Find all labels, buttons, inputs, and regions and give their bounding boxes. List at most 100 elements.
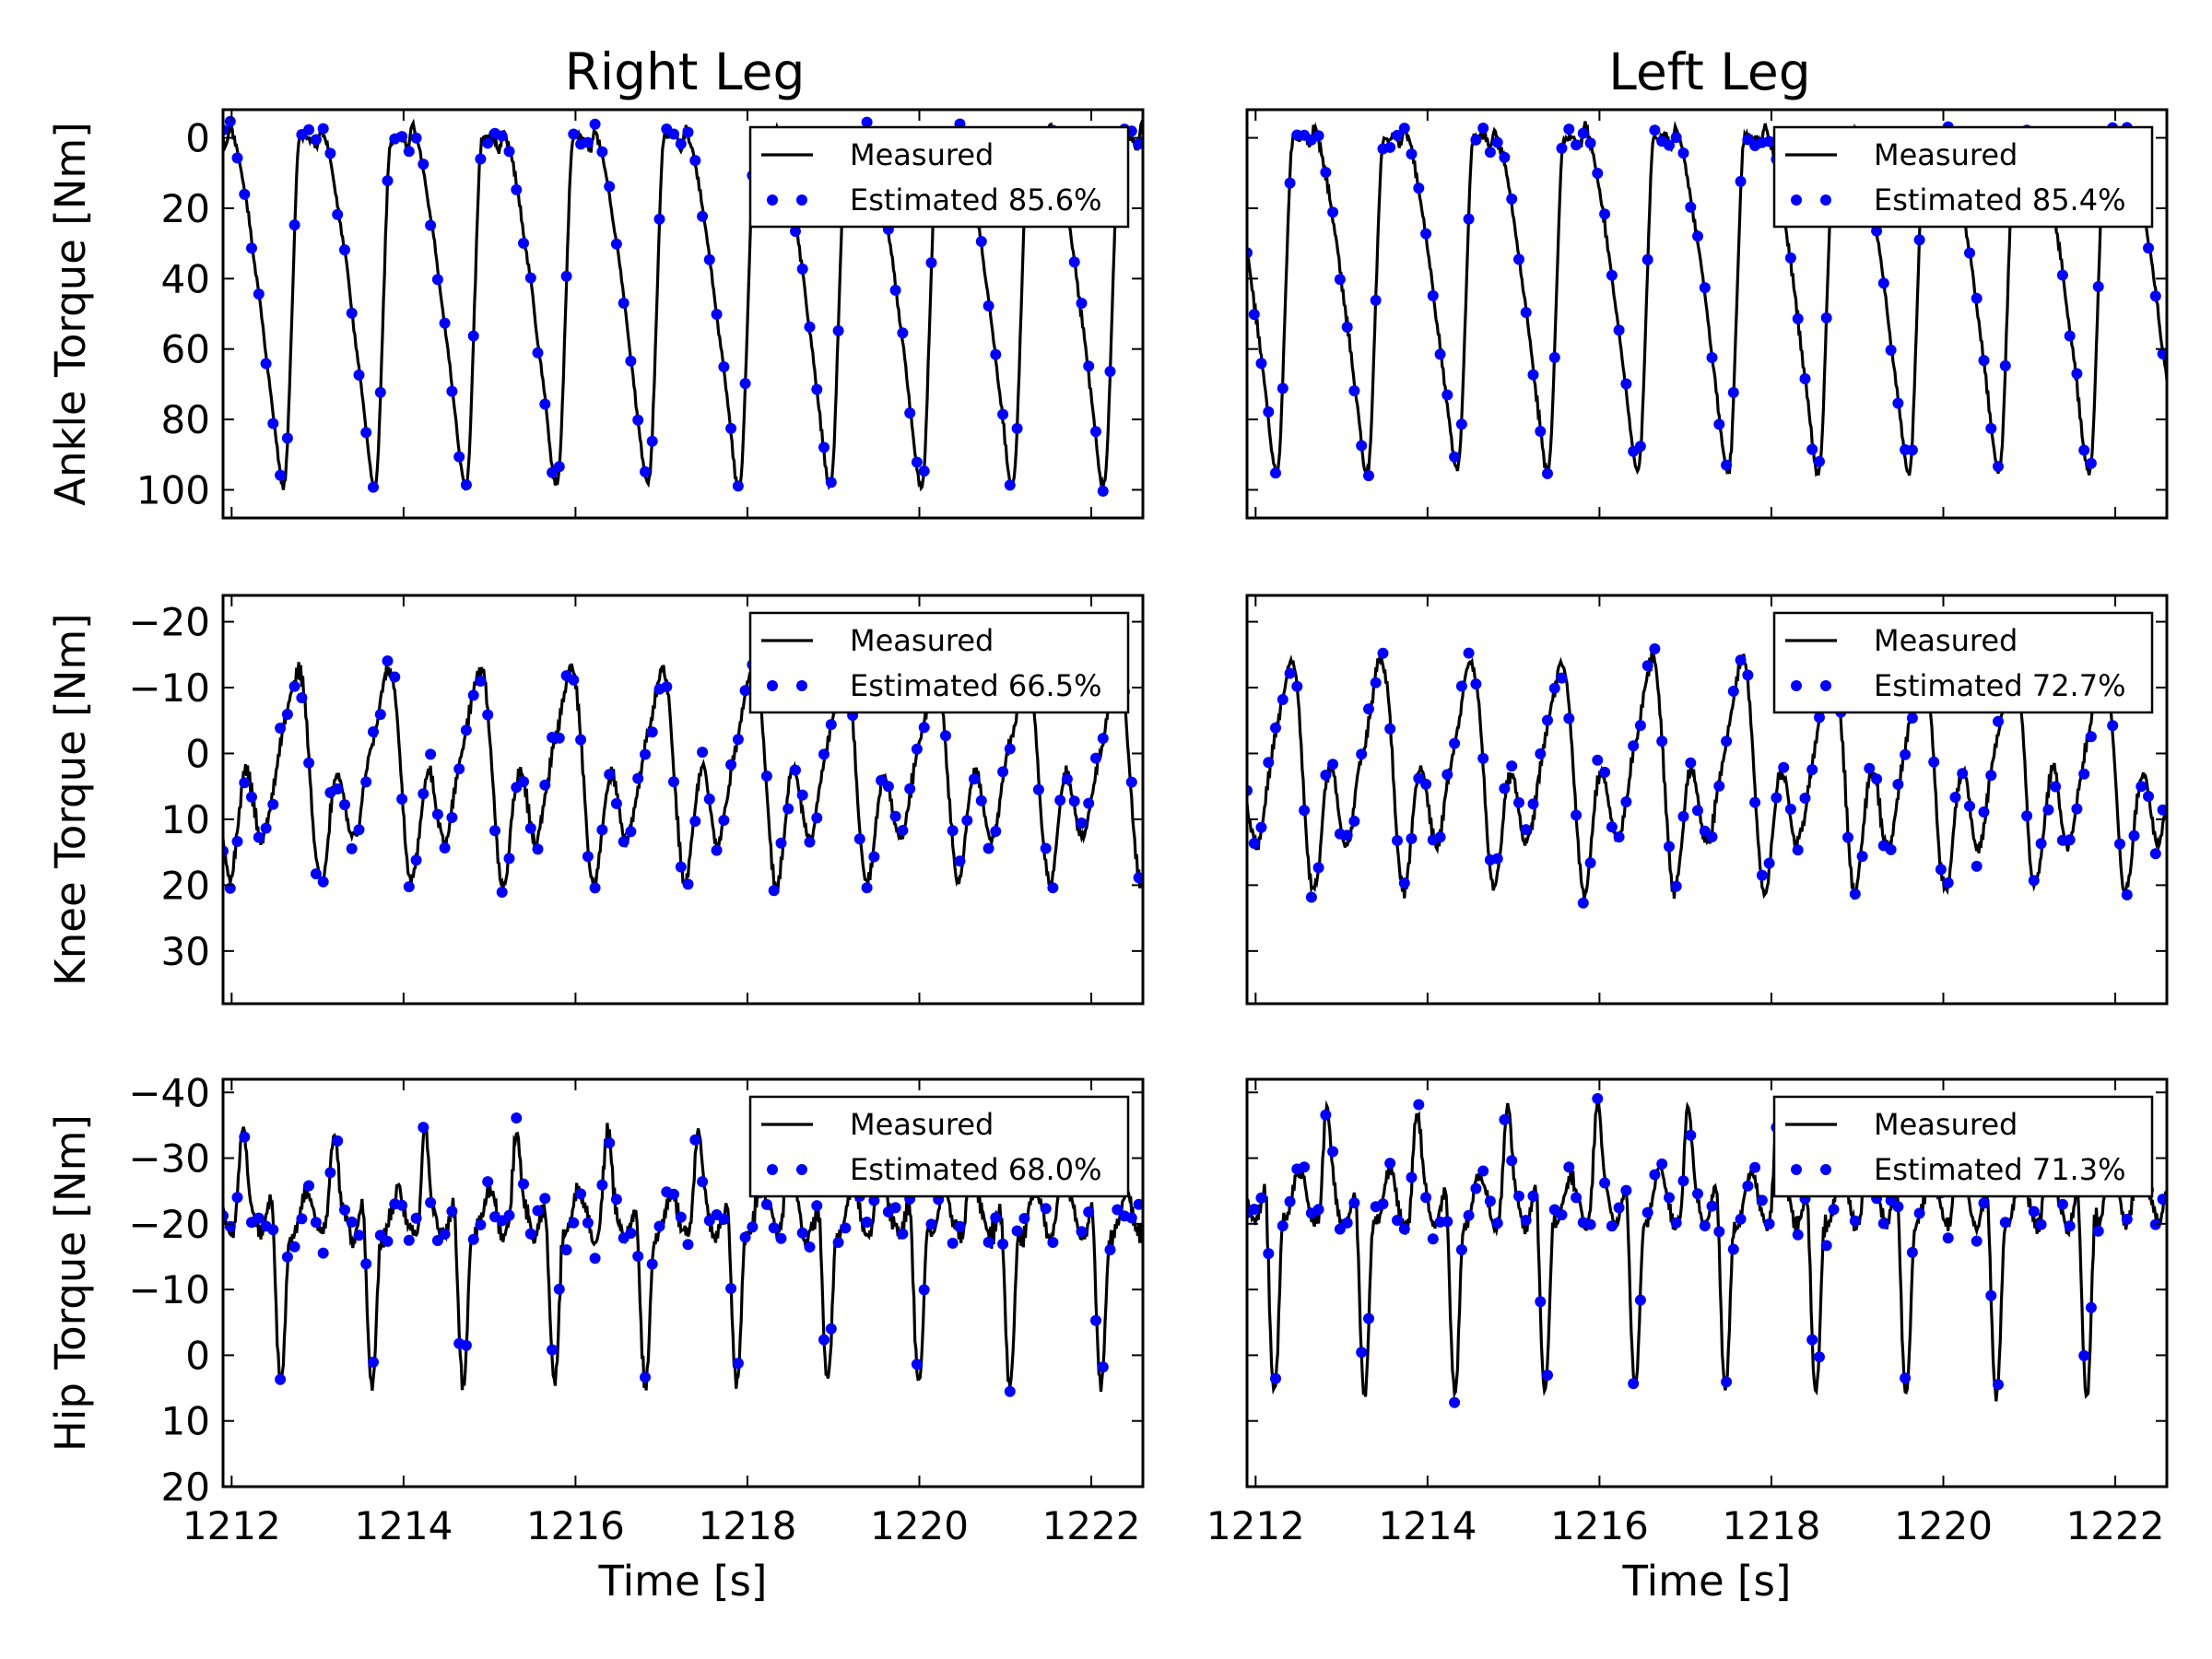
- estimated-point: [1721, 459, 1733, 471]
- estimated-point: [2035, 1218, 2047, 1230]
- y-tick-label: 0: [185, 116, 210, 161]
- estimated-point: [460, 724, 472, 736]
- estimated-point: [1334, 1223, 1346, 1235]
- estimated-point: [739, 1231, 751, 1243]
- estimated-point: [732, 734, 744, 746]
- legend-measured-label: Measured: [850, 623, 994, 658]
- estimated-point: [732, 1358, 744, 1370]
- x-tick-label: 1214: [354, 1503, 453, 1548]
- estimated-series-points: [1247, 643, 2167, 909]
- legend-estimated-label: Estimated 85.6%: [850, 182, 1101, 218]
- estimated-point: [1664, 841, 1675, 853]
- estimated-point: [1377, 1198, 1389, 1210]
- x-tick-label: 1212: [1206, 1503, 1305, 1548]
- estimated-point: [632, 1251, 644, 1262]
- estimated-point: [1742, 669, 1754, 681]
- estimated-point: [1892, 779, 1904, 790]
- estimated-point: [260, 358, 272, 370]
- estimated-point: [1348, 816, 1360, 827]
- estimated-point: [782, 803, 794, 815]
- estimated-point: [1299, 805, 1311, 817]
- estimated-point: [267, 418, 279, 429]
- estimated-point: [1778, 761, 1790, 773]
- estimated-point: [503, 853, 515, 865]
- estimated-point: [339, 799, 350, 811]
- estimated-point: [768, 885, 780, 897]
- plot-frame: [221, 108, 1145, 520]
- estimated-point: [403, 1234, 415, 1246]
- estimated-point: [1284, 1195, 1296, 1207]
- estimated-point: [1527, 798, 1539, 810]
- estimated-point: [2157, 804, 2167, 816]
- estimated-point: [296, 692, 308, 704]
- estimated-point: [489, 825, 500, 837]
- estimated-point: [1363, 470, 1374, 482]
- estimated-point: [1577, 127, 1589, 139]
- estimated-point: [747, 1221, 759, 1233]
- estimated-point: [1277, 382, 1288, 394]
- estimated-point: [796, 789, 808, 801]
- estimated-point: [918, 722, 930, 734]
- legend-estimated-swatch: [1791, 1164, 1802, 1175]
- estimated-point: [568, 128, 580, 140]
- estimated-point: [625, 1228, 637, 1239]
- estimated-point: [1735, 1213, 1747, 1225]
- estimated-point: [1849, 888, 1861, 900]
- estimated-point: [1641, 253, 1653, 265]
- estimated-point: [1606, 269, 1618, 281]
- estimated-point: [1370, 677, 1382, 688]
- estimated-point: [1563, 124, 1575, 135]
- estimated-point: [1613, 1202, 1625, 1214]
- estimated-point: [524, 822, 536, 834]
- estimated-point: [1527, 1190, 1539, 1202]
- y-tick-label: 60: [161, 327, 210, 372]
- estimated-point: [911, 743, 923, 755]
- estimated-point: [975, 794, 987, 806]
- estimated-point: [1083, 797, 1095, 809]
- estimated-point: [739, 378, 751, 390]
- panel-knee-right: −20 −10 0 10 20 30 Knee Torque [Nm] Measured Est…: [46, 594, 1145, 1006]
- estimated-point: [1756, 869, 1768, 881]
- estimated-point: [1706, 831, 1718, 842]
- panel-knee-left: Measured Estimated 72.7%: [1245, 594, 2169, 1006]
- x-tick-label: 1220: [1894, 1503, 1993, 1548]
- estimated-point: [1727, 686, 1739, 697]
- left-leg-title: Left Leg: [1608, 42, 1810, 101]
- estimated-point: [760, 1198, 772, 1210]
- estimated-point: [317, 123, 329, 135]
- estimated-point: [2071, 803, 2083, 815]
- estimated-point: [1406, 1171, 1418, 1183]
- estimated-point: [1255, 821, 1267, 833]
- estimated-point: [1871, 225, 1883, 237]
- estimated-point: [732, 480, 744, 492]
- estimated-point: [1341, 321, 1353, 333]
- estimated-point: [1906, 444, 1918, 456]
- estimated-point: [697, 210, 709, 222]
- estimated-point: [396, 1199, 408, 1211]
- estimated-point: [625, 355, 637, 367]
- legend-box: [748, 125, 1130, 229]
- estimated-point: [682, 1239, 694, 1251]
- panel-ankle-left: Measured Estimated 85.4%: [1245, 108, 2169, 520]
- estimated-point: [439, 317, 451, 329]
- estimated-point: [1556, 1209, 1568, 1221]
- estimated-point: [1076, 818, 1088, 829]
- estimated-point: [1842, 831, 1853, 843]
- estimated-point: [675, 1211, 687, 1223]
- estimated-point: [604, 1137, 616, 1149]
- estimated-point: [596, 146, 608, 158]
- estimated-point: [1820, 1240, 1832, 1252]
- estimated-point: [975, 236, 987, 247]
- estimated-point: [697, 747, 709, 759]
- estimated-point: [1542, 467, 1553, 479]
- estimated-point: [1327, 206, 1339, 218]
- estimated-point: [1828, 1204, 1840, 1216]
- estimated-point: [990, 826, 1002, 837]
- estimated-point: [503, 146, 515, 158]
- estimated-point: [832, 324, 844, 336]
- estimated-point: [1571, 809, 1583, 821]
- estimated-point: [511, 1112, 523, 1124]
- estimated-point: [1784, 803, 1796, 815]
- estimated-point: [2136, 781, 2147, 793]
- estimated-point: [1906, 1246, 1918, 1258]
